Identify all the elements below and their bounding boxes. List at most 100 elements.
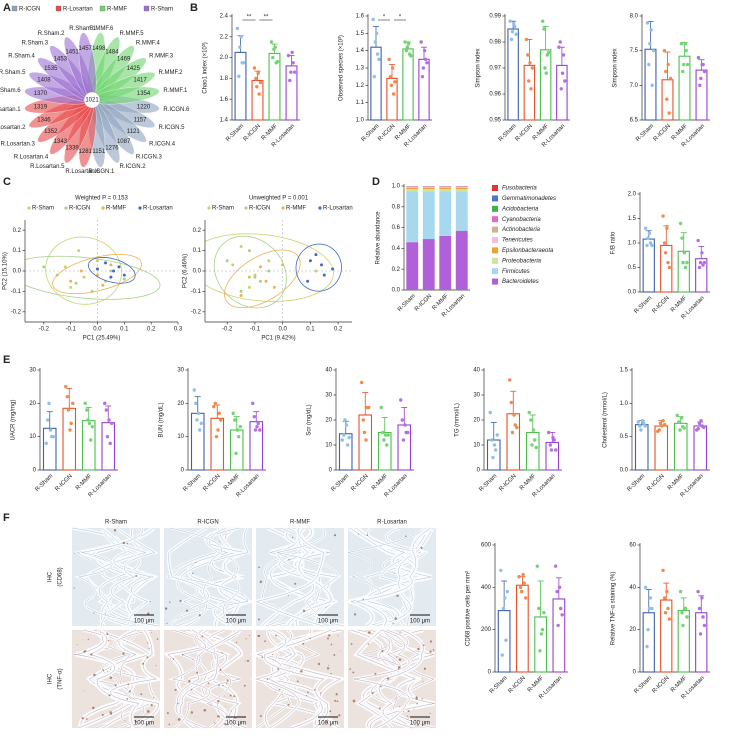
row-label: IHC xyxy=(48,571,54,582)
data-point xyxy=(533,438,537,442)
data-point xyxy=(101,283,105,287)
data-point xyxy=(681,623,685,628)
data-point xyxy=(271,55,275,60)
stain-spot xyxy=(219,569,221,571)
legend-swatch xyxy=(492,226,498,233)
stain-spot xyxy=(201,635,204,638)
x-tick-label: 0.3 xyxy=(174,327,183,333)
data-point xyxy=(499,568,503,573)
stain-spot xyxy=(169,658,171,660)
data-point xyxy=(107,418,111,422)
data-point xyxy=(233,418,237,422)
ihc-image xyxy=(162,627,252,730)
stain-spot xyxy=(258,634,261,637)
bar xyxy=(229,429,244,471)
tissue-edge xyxy=(176,527,249,627)
data-point xyxy=(512,413,516,417)
bar xyxy=(644,48,657,121)
data-point xyxy=(697,265,702,270)
data-point xyxy=(646,236,650,240)
tissue-edge xyxy=(356,527,432,627)
y-tick-label: 30 xyxy=(177,368,184,374)
stain-spot xyxy=(222,684,224,686)
y-tick-label: 0 xyxy=(329,468,333,474)
data-point xyxy=(383,433,388,437)
legend-swatch xyxy=(492,195,498,202)
scale-bar-label: 100 μm xyxy=(318,619,338,625)
data-point xyxy=(44,441,48,446)
stain-spot xyxy=(392,622,394,624)
y-tick-label: 0.1 xyxy=(13,248,22,254)
data-point xyxy=(683,265,688,270)
data-point xyxy=(524,37,529,42)
bar-segment xyxy=(422,187,435,188)
bar-segment xyxy=(455,187,468,188)
data-point xyxy=(643,585,648,590)
bar xyxy=(190,412,205,471)
data-point xyxy=(388,74,393,79)
data-point xyxy=(698,632,703,636)
data-point xyxy=(517,575,521,579)
stain-spot xyxy=(192,658,194,660)
confidence-ellipse xyxy=(224,249,301,309)
data-point xyxy=(503,596,507,600)
data-point xyxy=(702,260,707,265)
stain-spot xyxy=(300,669,303,673)
data-point xyxy=(697,421,702,426)
stain-spot xyxy=(335,693,338,696)
petal-label: R.ICGN.4 xyxy=(149,141,176,147)
stain-spot xyxy=(368,631,371,634)
data-point xyxy=(372,74,377,79)
data-point xyxy=(66,408,71,412)
y-tick-label: 0.96 xyxy=(489,92,501,98)
data-point xyxy=(195,418,199,422)
stain-spot xyxy=(399,632,401,634)
petal-label: R.MMF.6 xyxy=(89,26,114,32)
data-point xyxy=(560,71,565,75)
data-point xyxy=(680,236,684,240)
stain-spot xyxy=(219,541,221,543)
data-point xyxy=(509,400,513,405)
data-point xyxy=(504,638,508,642)
stain-spot xyxy=(108,694,111,697)
bar xyxy=(497,610,511,673)
data-point xyxy=(253,428,258,432)
x-tick-label: R-Sham xyxy=(489,675,509,695)
legend-label: R-ICGN xyxy=(249,206,270,212)
x-tick-label: R-Sham xyxy=(633,295,653,315)
significance-label: * xyxy=(383,15,386,21)
data-point xyxy=(557,45,561,49)
panel-label: B xyxy=(190,2,198,14)
petal-value: 1425 xyxy=(127,66,141,72)
bar xyxy=(268,52,281,121)
data-point xyxy=(662,241,667,245)
data-point xyxy=(667,265,672,270)
data-point xyxy=(247,275,251,279)
data-point xyxy=(666,62,670,67)
stain-spot xyxy=(380,685,382,688)
stain-spot xyxy=(328,664,330,666)
stain-spot xyxy=(82,639,84,641)
legend-marker xyxy=(138,206,142,210)
stain-spot xyxy=(288,558,290,561)
data-point xyxy=(235,26,240,31)
stain-spot xyxy=(325,720,329,724)
data-point xyxy=(255,424,259,429)
data-point xyxy=(661,214,665,218)
tissue-edge xyxy=(264,629,339,729)
stain-spot xyxy=(350,643,353,645)
stain-spot xyxy=(271,653,273,655)
data-point xyxy=(122,277,126,281)
x-tick-label: R-ICGN xyxy=(414,293,433,312)
stain-spot xyxy=(306,691,309,694)
legend-label: R-MMF xyxy=(107,6,127,12)
stain-spot xyxy=(174,688,177,692)
data-point xyxy=(256,71,260,75)
stain-spot xyxy=(317,662,321,666)
data-point xyxy=(63,265,67,269)
stain-spot xyxy=(224,723,227,726)
data-point xyxy=(530,66,534,70)
bar xyxy=(358,414,373,471)
y-tick-label: 0.5 xyxy=(620,434,629,440)
